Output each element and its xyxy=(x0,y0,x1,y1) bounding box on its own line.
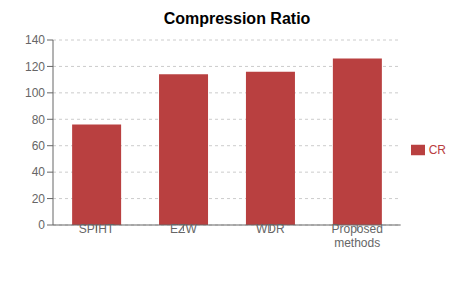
svg-text:60: 60 xyxy=(32,139,46,153)
svg-text:WDR: WDR xyxy=(256,222,285,236)
svg-text:SPIHT: SPIHT xyxy=(79,222,115,236)
html-text:CR: CR xyxy=(428,142,446,157)
svg-text:Proposedmethods: Proposedmethods xyxy=(332,222,383,250)
svg-text:100: 100 xyxy=(25,86,45,100)
svg-text:0: 0 xyxy=(38,218,45,232)
svg-text:140: 140 xyxy=(25,33,45,47)
html-text:Compression Ratio: Compression Ratio xyxy=(163,10,311,27)
svg-text:80: 80 xyxy=(32,113,46,127)
svg-text:20: 20 xyxy=(32,192,46,206)
svg-text:EZW: EZW xyxy=(170,222,197,236)
svg-text:120: 120 xyxy=(25,60,45,74)
svg-text:40: 40 xyxy=(32,165,46,179)
